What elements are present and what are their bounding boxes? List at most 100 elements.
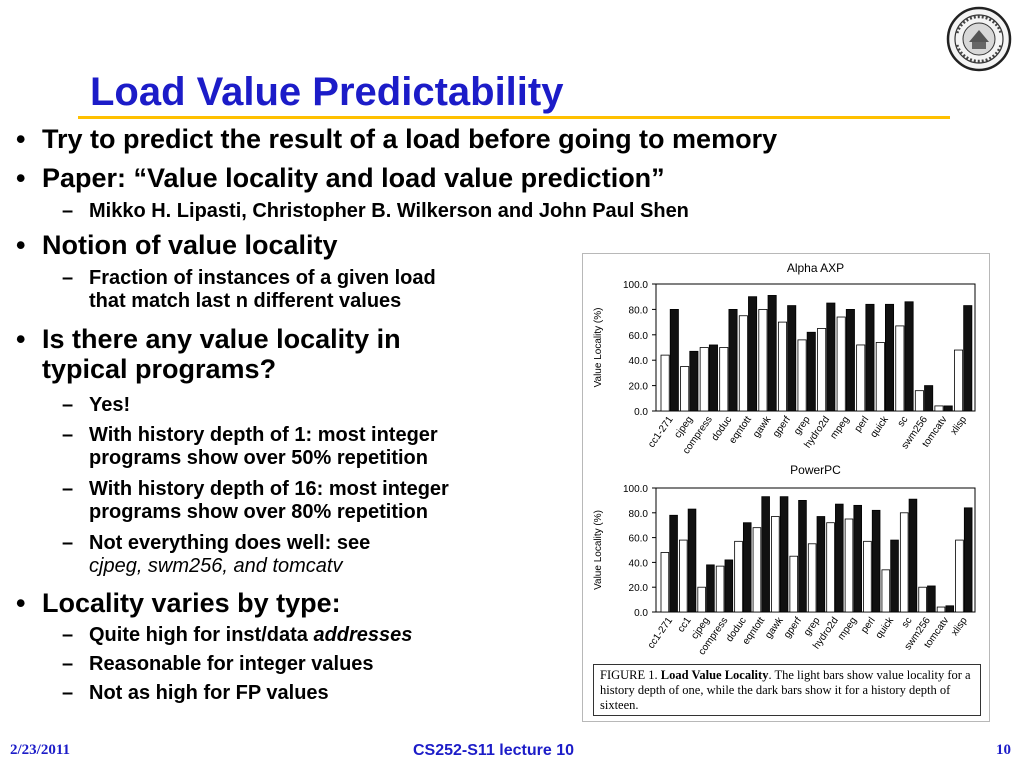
bar-depth-1 [836, 316, 846, 412]
x-tick-label: gperf [782, 615, 804, 640]
x-tick-label: perl [853, 414, 872, 434]
bar-depth-16 [687, 508, 697, 613]
sub-bullet-mark: – [62, 424, 74, 446]
bullet-text: Try to predict the result of a load befo… [42, 124, 778, 154]
sub-bullet-text: programs show over 50% repetition [89, 447, 428, 469]
sub-bullet-text: Mikko H. Lipasti, Christopher B. Wilkers… [89, 200, 689, 222]
bar-depth-1 [955, 539, 964, 613]
x-tick-label: mpeg [828, 414, 851, 441]
y-tick-label: 100.0 [623, 484, 648, 495]
y-tick-label: 60.0 [629, 331, 649, 342]
bar-depth-16 [742, 522, 752, 613]
sub-bullet-fp: – Not as high for FP values [62, 682, 329, 705]
figure-title: Load Value Locality [660, 668, 769, 682]
figure-panel: Alpha AXP 0.0 20.0 40.0 60.0 80.0 100.0 Value L… [582, 253, 990, 722]
sub-bullet-fraction: – Fraction of instances of a given load … [62, 267, 436, 313]
sub-bullet-text: Reasonable for integer values [89, 653, 374, 675]
sub-bullet-emphasis: addresses [313, 624, 413, 646]
chart-1: PowerPC 0.0 20.0 40.0 60.0 80.0 100.0 Value Loc… [593, 463, 976, 657]
x-tick-label: gawk [763, 615, 786, 641]
bar-depth-1 [875, 342, 885, 412]
bar-depth-16 [943, 405, 953, 412]
sub-bullet-addresses: – Quite high for inst/data addresses [62, 624, 413, 647]
title-underline [78, 116, 950, 119]
sub-bullet-mark: – [62, 653, 74, 675]
bullet-locality-varies: • Locality varies by type: [16, 588, 341, 618]
x-tick-label: cc1-271 [646, 414, 676, 450]
bar-depth-1 [936, 606, 946, 613]
bar-depth-16 [885, 303, 895, 412]
bar-depth-1 [807, 543, 817, 613]
bar-depth-1 [797, 339, 807, 412]
bullet-value-locality: • Notion of value locality [16, 230, 338, 260]
sub-bullet-depth-16: – With history depth of 16: most integer… [62, 478, 449, 524]
university-seal-icon [946, 6, 1012, 72]
bar-depth-1 [758, 309, 768, 412]
chart-title: Alpha AXP [787, 261, 844, 275]
sub-bullet-mark: – [62, 267, 74, 289]
bullet-any-locality: • Is there any value locality in typical… [16, 324, 401, 384]
bar-depth-1 [881, 569, 891, 613]
bar-depth-16 [779, 496, 789, 613]
bar-depth-16 [871, 509, 881, 613]
page-number: 10 [996, 742, 1011, 758]
footer-date: 2/23/2011 [10, 742, 71, 758]
bar-depth-1 [914, 390, 924, 412]
bar-depth-1 [715, 565, 725, 613]
y-tick-label: 100.0 [623, 280, 648, 291]
bar-depth-1 [844, 518, 854, 613]
bar-depth-1 [826, 522, 835, 613]
bullet-mark: • [16, 124, 26, 154]
sub-bullet-text: Yes! [89, 394, 131, 416]
bar-depth-16 [708, 344, 718, 412]
bar-depth-1 [856, 344, 866, 412]
bar-depth-16 [761, 496, 770, 613]
sub-bullet-mark: – [62, 394, 74, 416]
sub-bullet-mark: – [62, 624, 74, 646]
y-axis-label: Value Locality (%) [593, 510, 604, 590]
bar-depth-16 [890, 539, 899, 613]
x-tick-label: xlisp [949, 414, 970, 437]
bar-depth-1 [789, 555, 799, 613]
bar-depth-1 [699, 347, 709, 412]
x-tick-label: mpeg [836, 615, 859, 642]
x-tick-label: quick [874, 615, 897, 641]
bar-depth-16 [689, 350, 699, 412]
value-locality-charts: Alpha AXP 0.0 20.0 40.0 60.0 80.0 100.0 Value L… [593, 261, 976, 657]
bar-depth-16 [806, 331, 816, 412]
bullet-text: Paper: “Value locality and load value pr… [42, 163, 665, 193]
bar-depth-1 [660, 552, 670, 613]
bar-depth-16 [853, 504, 862, 613]
y-tick-label: 40.0 [629, 558, 649, 569]
figure-number: FIGURE 1. [600, 668, 658, 682]
x-tick-label: sc [896, 414, 911, 429]
bar-depth-1 [771, 516, 780, 613]
sub-bullet-text: With history depth of 16: most integer [89, 478, 449, 500]
bar-depth-16 [816, 516, 826, 613]
bar-depth-1 [660, 354, 670, 412]
x-tick-label: sc [900, 615, 915, 630]
x-tick-label: gperf [771, 414, 793, 439]
bar-depth-16 [904, 301, 914, 412]
sub-bullet-yes: – Yes! [62, 394, 131, 417]
bullet-text: typical programs? [42, 354, 277, 384]
y-tick-label: 60.0 [629, 534, 649, 545]
sub-bullet-mark: – [62, 200, 74, 222]
bar-depth-16 [798, 499, 807, 613]
bar-depth-1 [697, 586, 706, 613]
bar-depth-16 [728, 309, 738, 412]
bar-depth-16 [924, 385, 934, 412]
sub-bullet-text: Fraction of instances of a given load [89, 267, 436, 289]
bar-depth-16 [724, 559, 734, 613]
x-tick-label: xlisp [949, 615, 970, 638]
sub-bullet-mark: – [62, 478, 74, 500]
bar-depth-16 [748, 296, 758, 412]
bar-depth-1 [918, 586, 927, 613]
bullet-mark: • [16, 588, 26, 618]
bullet-paper: • Paper: “Value locality and load value … [16, 163, 665, 193]
bar-depth-1 [934, 405, 944, 412]
sub-bullet-text: Not as high for FP values [89, 682, 329, 704]
bar-depth-1 [863, 540, 872, 613]
bar-depth-16 [669, 309, 679, 412]
page-title: Load Value Predictability [90, 70, 564, 114]
